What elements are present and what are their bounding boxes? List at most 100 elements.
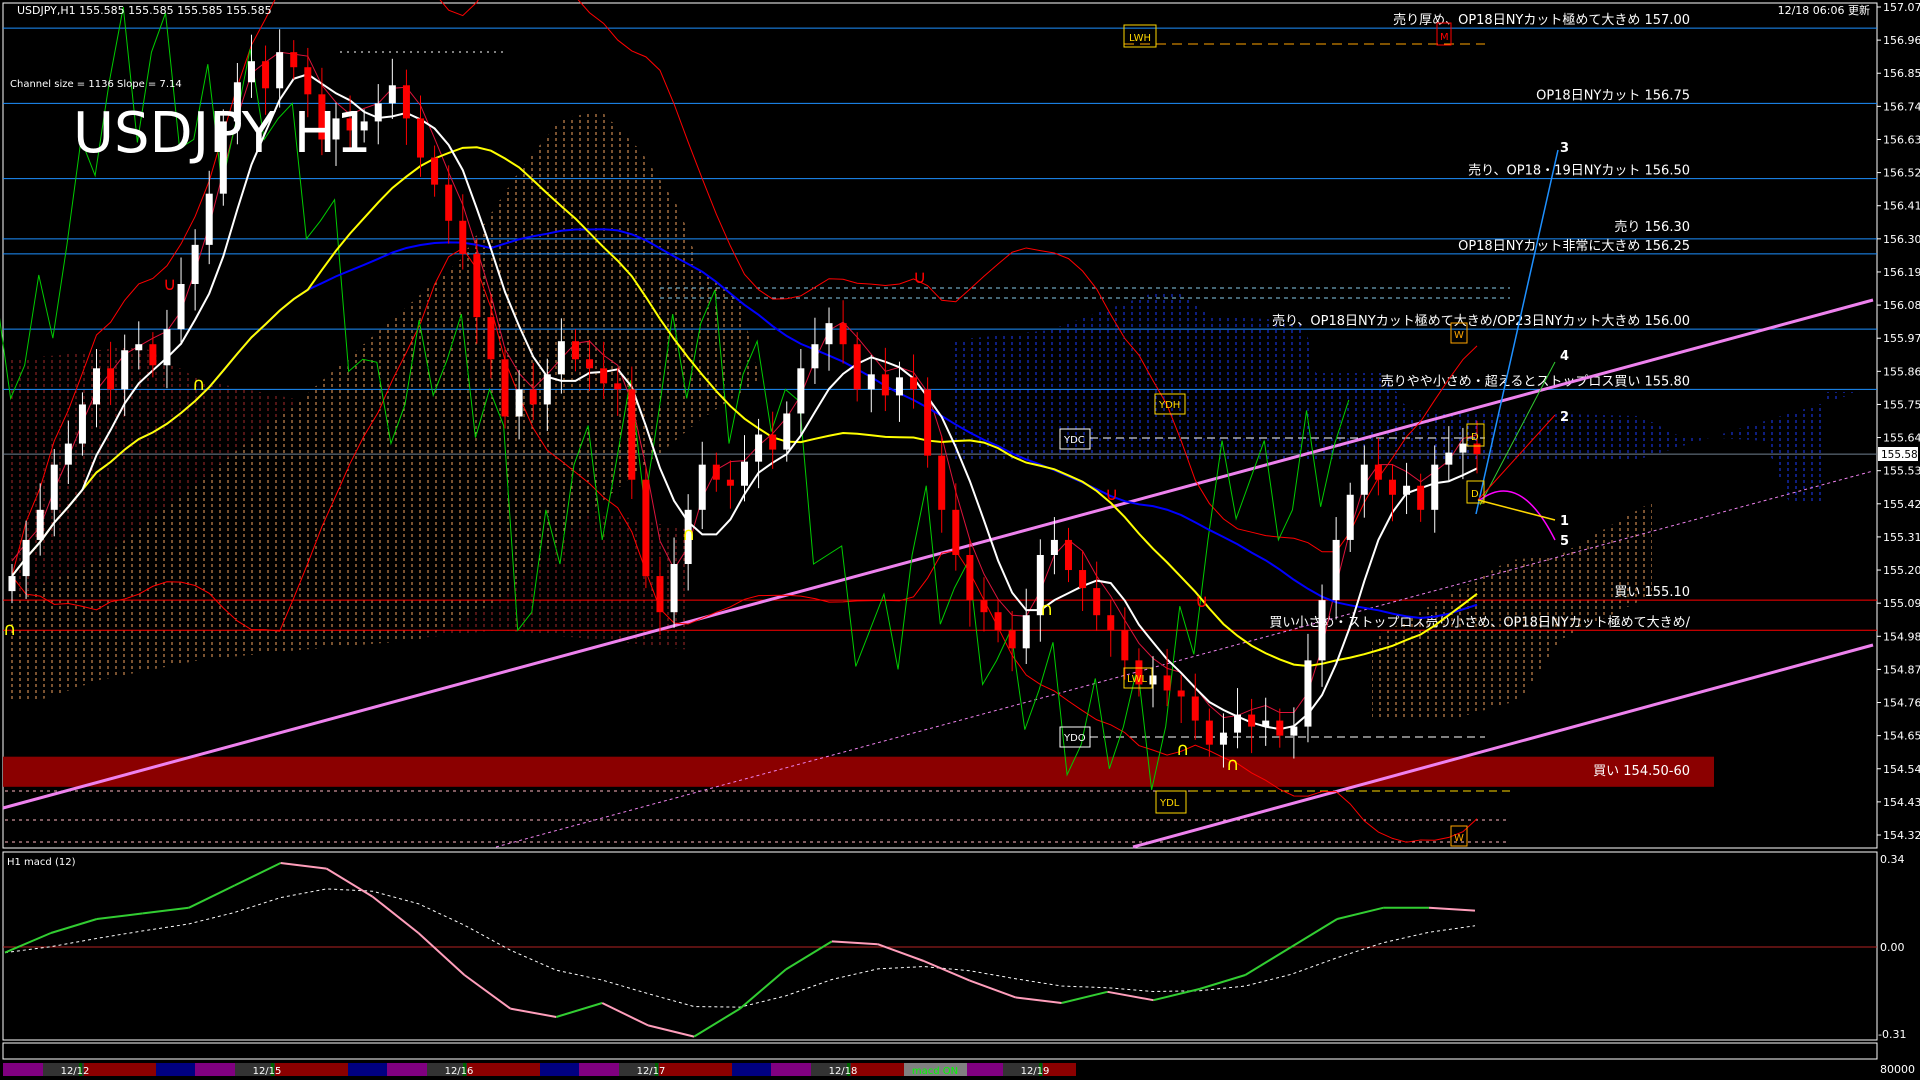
channel-upper-line[interactable] xyxy=(2,298,1874,810)
price-tick-label: 154.540 xyxy=(1883,763,1920,776)
candle-body xyxy=(783,413,791,450)
macd-line-segment xyxy=(510,1007,557,1018)
candle-body xyxy=(191,244,199,285)
fractal-up-icon: ∩ xyxy=(1226,754,1239,775)
marker-ydo-text: YDO xyxy=(1063,733,1086,744)
candle-body xyxy=(1050,539,1058,555)
marker-lwl: LWL xyxy=(1123,667,1153,689)
price-tick-label: 156.630 xyxy=(1883,133,1920,146)
price-tick-label: 155.530 xyxy=(1883,465,1920,478)
candle-body xyxy=(22,539,30,577)
price-axis[interactable]: 157.070 156.960 156.850 156.740 156.630 156.5… xyxy=(1877,1,1920,842)
candle-body xyxy=(402,85,410,119)
candle-body xyxy=(1121,630,1129,661)
bollinger-upper xyxy=(11,0,1478,577)
fractal-down-icon: ∪ xyxy=(163,274,176,295)
candle-body xyxy=(1036,554,1044,616)
macd-lines xyxy=(4,862,1476,1038)
day-separator xyxy=(463,1063,466,1076)
macd-tick-bottom: -0.31 xyxy=(1878,1028,1906,1041)
time-bar[interactable]: 12/12 12/15 12/16 12/17 12/18 12/19 macd ON xyxy=(3,1063,1876,1077)
date-label: 12/19 xyxy=(1021,1066,1050,1077)
channel-lower-line[interactable] xyxy=(1132,643,1874,849)
fractal-down-icon: ∪ xyxy=(1105,484,1118,505)
macd-line-segment xyxy=(280,862,327,870)
candle-body xyxy=(726,479,734,486)
day-separator xyxy=(271,1063,274,1076)
marker-w-top: W xyxy=(1450,322,1468,344)
candle-body xyxy=(1360,464,1368,495)
main-pane-frame xyxy=(2,2,1878,849)
candle-body xyxy=(445,184,453,221)
candle-body xyxy=(431,157,439,185)
day-separator xyxy=(79,1063,82,1076)
marker-ydh-text: YDH xyxy=(1158,400,1180,411)
candle-body xyxy=(360,121,368,131)
macd-line-segment xyxy=(601,1002,649,1027)
level-label: 売りやや小さめ・超えるとストップロス買い 155.80 xyxy=(1381,373,1690,389)
candle-body xyxy=(741,461,748,486)
candle-body xyxy=(1445,452,1453,465)
price-tick-label: 154.870 xyxy=(1883,663,1920,676)
marker-d-upper: D xyxy=(1466,423,1485,447)
candle-body xyxy=(600,368,608,384)
candle-body xyxy=(205,193,213,245)
price-tick-label: 155.310 xyxy=(1883,531,1920,544)
level-label: 買い 155.10 xyxy=(1614,585,1690,600)
candle-body xyxy=(304,67,312,95)
candle-body xyxy=(1191,696,1199,721)
candle-body xyxy=(966,554,974,601)
candle-body xyxy=(1346,494,1354,540)
macd-line-segment xyxy=(50,918,98,934)
date-label: 12/16 xyxy=(445,1066,474,1077)
date-label: 12/15 xyxy=(253,1066,282,1077)
macd-line-segment xyxy=(4,932,52,954)
candle-body xyxy=(219,121,227,194)
level-lines: 売り厚め、OP18日NYカット極めて大きめ 157.00 OP18日NYカット 1… xyxy=(3,12,1877,631)
price-tick-label: 156.960 xyxy=(1883,34,1920,47)
macd-line-segment xyxy=(877,943,925,962)
macd-line-segment xyxy=(1336,906,1384,920)
fractal-down-icon: ∪ xyxy=(1195,591,1208,612)
channel-mid-line[interactable] xyxy=(495,470,1874,848)
candle-body xyxy=(1107,615,1115,631)
candle-body xyxy=(656,576,664,613)
candle-body xyxy=(1459,443,1467,453)
level-label: 売り、OP18日NYカット極めて大きめ/OP23日NYカット大きめ 156.00 xyxy=(1272,313,1690,329)
candle-body xyxy=(107,368,115,390)
day-separator xyxy=(655,1063,658,1076)
candle-body xyxy=(910,377,918,390)
price-tick-label: 156.520 xyxy=(1883,167,1920,180)
fractal-up-icon: ∩ xyxy=(192,374,205,395)
candle-body xyxy=(501,359,509,417)
marker-ydl-text: YDL xyxy=(1159,798,1180,809)
candle-body xyxy=(459,220,467,254)
candle-body xyxy=(628,389,636,480)
candle-body xyxy=(698,464,706,510)
candle-body xyxy=(1234,714,1242,733)
price-tick-label: 155.420 xyxy=(1883,498,1920,511)
fractal-up-icon: ∩ xyxy=(682,524,695,545)
macd-line-segment xyxy=(647,1024,695,1038)
candle-body xyxy=(262,61,270,89)
marker-lwh: LWH xyxy=(1123,24,1157,48)
time-bar-segment xyxy=(235,1063,275,1076)
marker-w-top-text: W xyxy=(1454,330,1464,341)
projection-line-3 xyxy=(1475,149,1559,515)
price-tick-label: 154.430 xyxy=(1883,796,1920,809)
day-separator xyxy=(847,1063,850,1076)
time-bar-segment xyxy=(427,1063,467,1076)
wave-label-1: 1 xyxy=(1560,514,1569,529)
candle-body xyxy=(755,434,763,462)
candle-body xyxy=(121,350,129,390)
macd-toggle-button[interactable] xyxy=(904,1063,967,1076)
marker-lwl-text: LWL xyxy=(1127,674,1148,685)
price-tick-label: 156.080 xyxy=(1883,299,1920,312)
price-tick-label: 154.320 xyxy=(1883,829,1920,842)
time-bar-segment xyxy=(43,1063,84,1076)
candle-body xyxy=(50,464,58,510)
candle-body xyxy=(839,323,847,345)
candle-body xyxy=(952,509,960,555)
day-separator xyxy=(1039,1063,1042,1076)
